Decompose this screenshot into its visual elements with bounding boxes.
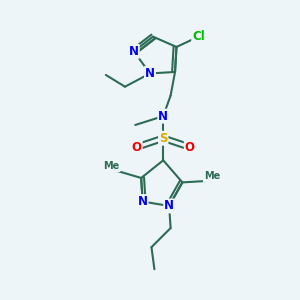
Text: O: O — [185, 141, 195, 154]
Text: Me: Me — [103, 161, 120, 171]
Text: N: N — [158, 110, 168, 123]
Text: N: N — [164, 200, 174, 212]
Text: N: N — [145, 67, 155, 80]
Text: N: N — [129, 45, 139, 58]
Text: Cl: Cl — [192, 30, 205, 43]
Text: S: S — [159, 132, 167, 145]
Text: O: O — [132, 141, 142, 154]
Text: Me: Me — [204, 172, 220, 182]
Text: N: N — [138, 195, 148, 208]
